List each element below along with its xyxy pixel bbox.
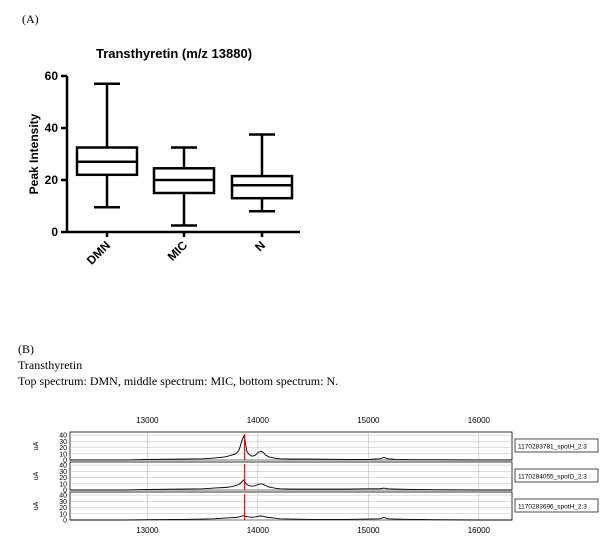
y-tick-label: 0 (63, 488, 67, 495)
y-tick-label: 0 (51, 225, 58, 239)
box-n (230, 133, 294, 213)
y-tick-label: 0 (63, 458, 67, 465)
y-tick-label: 30 (59, 499, 67, 506)
y-tick-label: 60 (45, 69, 59, 83)
spectrum-frame (69, 491, 513, 521)
x-tick-label-bottom: 13000 (136, 526, 159, 535)
spectrum-frame (69, 431, 513, 461)
y-tick-label: 20 (59, 505, 67, 512)
spectrum-frame (69, 461, 513, 491)
box-iqr (230, 174, 294, 200)
y-tick-label: 40 (59, 493, 67, 500)
chart-title: Transthyretin (m/z 13880) (96, 46, 252, 61)
panel-b-label: (B) (18, 342, 34, 356)
spectrum-legend-label: 1170283781_spotH_2:3 (518, 444, 587, 451)
box-mic (152, 146, 216, 227)
spectrum-legend-box (514, 438, 599, 453)
panel-b-caption: Top spectrum: DMN, middle spectrum: MIC,… (18, 374, 339, 388)
y-tick-label: 40 (45, 121, 59, 135)
y-tick-label: 10 (59, 481, 67, 488)
y-axis-symbol: uA (33, 441, 40, 450)
y-tick-label: 20 (59, 445, 67, 452)
spectrum-line (70, 515, 512, 521)
y-tick-label: 20 (59, 475, 67, 482)
x-tick-label-top: 14000 (247, 416, 270, 425)
y-axis-symbol: uA (33, 471, 40, 480)
y-tick-label: 40 (59, 463, 67, 470)
y-tick-label: 0 (63, 518, 67, 525)
spectrum-legend-label: 1170283696_spotH_2:3 (518, 504, 587, 511)
y-axis-label: Peak Intensity (27, 113, 41, 194)
y-tick-label: 30 (59, 469, 67, 476)
spectrum-line (70, 479, 512, 491)
x-tick-label: DMN (84, 238, 113, 267)
boxplot-chart: Transthyretin (m/z 13880) Peak Intensity 0… (27, 46, 300, 267)
x-tick-label-bottom: 15000 (357, 526, 380, 535)
y-tick-label: 30 (59, 439, 67, 446)
box-dmn (75, 82, 139, 209)
spectrum-legend-box (514, 498, 599, 513)
x-tick-label-top: 13000 (136, 416, 159, 425)
panel-b-title: Transthyretin (18, 358, 83, 372)
x-tick-label: N (252, 238, 268, 254)
spectrum-legend-box (514, 468, 599, 483)
x-tick-label-top: 15000 (357, 416, 380, 425)
x-tick-label-bottom: 16000 (468, 526, 491, 535)
spectrum-legend-label: 1170284055_spotD_2:3 (518, 474, 587, 481)
y-axis-symbol: uA (33, 501, 40, 510)
spectra-chart: 13000 13000 14000 14000 15000 15000 16000 16000… (33, 416, 599, 535)
y-tick-label: 10 (59, 451, 67, 458)
x-tick-label-bottom: 14000 (247, 526, 270, 535)
x-tick-label-top: 16000 (468, 416, 491, 425)
x-tick-label: MIC (165, 238, 191, 264)
y-tick-label: 10 (59, 511, 67, 518)
y-tick-label: 20 (45, 173, 59, 187)
panel-a-label: (A) (22, 12, 39, 26)
y-tick-label: 40 (59, 433, 67, 440)
spectrum-line (70, 435, 512, 461)
